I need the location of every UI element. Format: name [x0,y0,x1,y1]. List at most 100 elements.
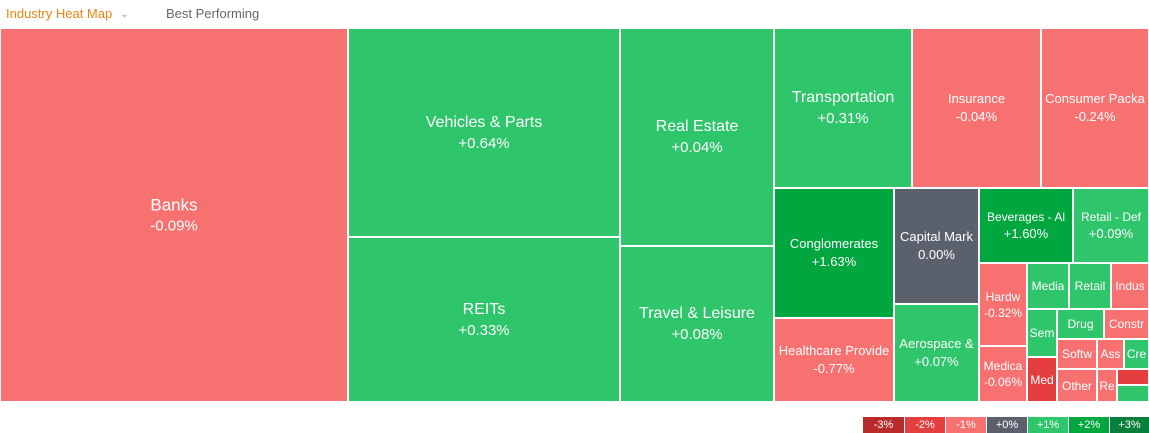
sector-name: Medica [983,359,1023,373]
sector-tile[interactable]: Consumer Packa -0.24% [1041,28,1149,188]
sector-tile[interactable]: REITs +0.33% [348,237,620,402]
sector-tile-content: Transportation +0.31% [775,87,911,129]
sector-tile[interactable]: Beverages - Al +1.60% [979,188,1073,263]
sector-tile[interactable]: Constr [1104,309,1149,339]
sector-tile[interactable]: Retail [1069,263,1111,309]
legend-item: -2% [904,417,945,433]
sector-tile-content: Indus [1112,278,1148,294]
sector-name: Transportation [791,89,895,106]
sector-tile-content: Med [1028,372,1056,388]
sector-tile[interactable]: Media [1027,263,1069,309]
sector-tile-content: Hardw -0.32% [980,289,1026,321]
sector-name: Indus [1115,279,1145,293]
sector-name: Retail - Def [1080,209,1142,224]
sector-tile[interactable]: Healthcare Provide -0.77% [774,318,894,402]
sector-tile-content: Insurance -0.04% [913,90,1040,126]
sector-change: -0.77% [813,361,855,376]
legend-item: +1% [1027,417,1068,433]
sector-name: Insurance [947,91,1006,106]
sector-change: +0.08% [671,326,723,343]
sector-name: Vehicles & Parts [425,113,543,131]
sector-name: Capital Mark [900,229,973,244]
sector-tile[interactable] [1117,385,1149,402]
sector-tile-content: Cre [1125,346,1148,362]
sector-tile-content: Constr [1105,316,1148,332]
sector-name: Beverages - Al [986,209,1066,224]
sector-tile-content: Travel & Leisure +0.08% [621,303,773,345]
sector-name: Re [1099,378,1115,393]
sector-name: Softw [1061,347,1092,361]
sector-name: Banks [150,195,198,215]
sector-change: +0.09% [1088,225,1134,241]
sector-name: Sem [1029,326,1055,340]
chevron-down-icon[interactable]: ⌄ [120,9,129,20]
sector-name: Ass [1100,347,1121,361]
sector-tile[interactable]: Other [1057,369,1097,402]
sector-tile[interactable]: Real Estate +0.04% [620,28,774,246]
sector-tile[interactable]: Sem [1027,309,1057,357]
sector-tile-content: Re [1098,378,1116,394]
tab-industry-heat-map[interactable]: Industry Heat Map ⌄ [6,6,129,24]
sector-tile[interactable]: Indus [1111,263,1149,309]
sector-tile[interactable]: Travel & Leisure +0.08% [620,246,774,402]
sector-change: +1.60% [1003,225,1049,241]
sector-tile-content: Consumer Packa -0.24% [1042,90,1148,126]
sector-change: -0.09% [150,217,198,235]
sector-name: Hardw [985,289,1021,304]
sector-name: Consumer Packa [1045,91,1145,106]
sector-change: +0.64% [458,134,510,152]
legend-item: +3% [1109,417,1149,433]
sector-tile[interactable]: Banks -0.09% [0,28,348,402]
sector-tile[interactable]: Cre [1124,339,1149,369]
sector-tile-content: REITs +0.33% [349,299,619,341]
sector-tile-content: Real Estate +0.04% [621,116,773,158]
sector-name: Med [1030,372,1054,387]
sector-tile[interactable]: Med [1027,357,1057,402]
sector-tile[interactable] [1117,369,1149,385]
sector-tile[interactable]: Vehicles & Parts +0.64% [348,28,620,237]
sector-name: REITs [462,300,506,318]
sector-tile-content: Sem [1028,325,1056,341]
legend-item: -3% [862,417,904,433]
sector-tile[interactable]: Softw [1057,339,1097,369]
sector-change: +0.33% [458,321,510,339]
sector-name: Aerospace & [899,336,974,351]
sector-change: +0.04% [671,139,723,156]
sector-tile[interactable]: Hardw -0.32% [979,263,1027,346]
sector-name: Media [1031,279,1065,293]
sector-tile[interactable]: Re [1097,369,1117,402]
sector-tile-content: Media [1028,278,1068,294]
tab-best-performing[interactable]: Best Performing [166,6,259,22]
sector-tile[interactable]: Drug [1057,309,1104,339]
sector-change: +0.31% [817,110,869,127]
sector-tile-content: Healthcare Provide -0.77% [775,342,893,378]
sector-name: Cre [1126,347,1147,361]
sector-tile[interactable]: Aerospace & +0.07% [894,304,979,402]
sector-name: Drug [1067,317,1094,331]
sector-tile[interactable]: Conglomerates +1.63% [774,188,894,318]
legend-item: -1% [945,417,986,433]
sector-name: Real Estate [655,118,739,135]
sector-change: +0.07% [914,354,959,369]
sector-change: +1.63% [811,254,857,269]
sector-name: Travel & Leisure [639,305,755,322]
sector-tile[interactable]: Transportation +0.31% [774,28,912,188]
sector-tile[interactable]: Retail - Def +0.09% [1073,188,1149,263]
tab-industry-heat-map-label: Industry Heat Map [6,6,113,21]
sector-tile[interactable]: Ass [1097,339,1124,369]
sector-name: Constr [1108,317,1145,331]
sector-name: Other [1061,378,1092,393]
sector-tile-content: Retail - Def +0.09% [1074,209,1148,243]
sector-change: -0.04% [955,109,998,124]
sector-tile[interactable]: Medica -0.06% [979,346,1027,402]
sector-tile-content: Banks -0.09% [1,194,347,237]
sector-tile[interactable]: Insurance -0.04% [912,28,1041,188]
sector-tile-content: Vehicles & Parts +0.64% [349,112,619,154]
sector-tile-content: Softw [1058,346,1096,362]
sector-tile[interactable]: Capital Mark 0.00% [894,188,979,304]
sector-tile-content: Aerospace & +0.07% [895,335,978,371]
legend-item: +2% [1068,417,1109,433]
sector-tile-content: Medica -0.06% [980,358,1026,390]
sector-change: 0.00% [918,247,955,262]
sector-tile-content: Drug [1058,316,1103,332]
